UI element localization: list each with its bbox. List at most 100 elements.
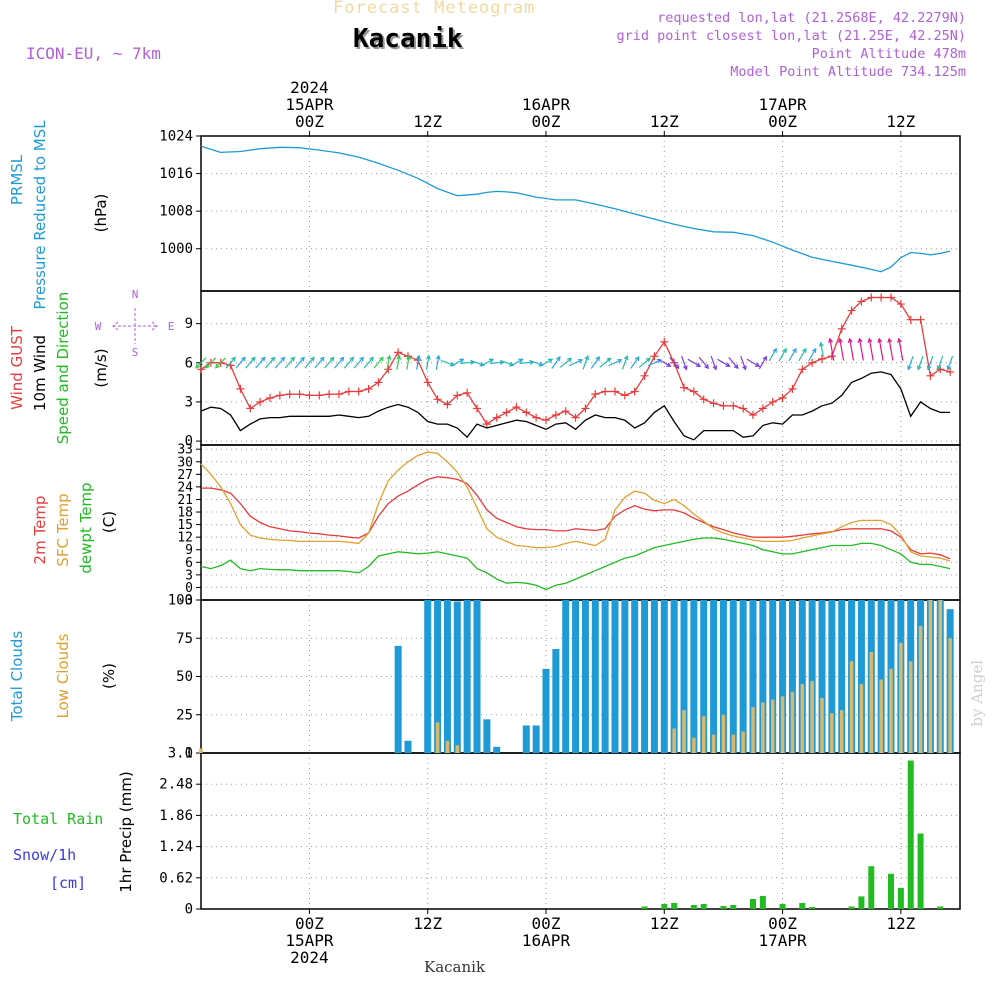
wind-arrow	[681, 355, 687, 370]
bottom-time-label: 12Z	[886, 914, 915, 933]
wind-arrow	[768, 348, 777, 362]
precip-bar-total-rain	[750, 898, 756, 909]
wind-ytick-label: 9	[185, 316, 193, 332]
wind-arrow	[284, 357, 295, 369]
temperature-ytick-label: 21	[177, 493, 193, 508]
clouds-bar-total-clouds	[591, 600, 599, 753]
header-top-title: Forecast Meteogram	[333, 0, 536, 18]
wind-arrow-head	[359, 356, 365, 362]
wind-arrow-head	[205, 363, 210, 369]
wind-arrow	[343, 357, 354, 369]
clouds-label-total: Total Clouds	[8, 631, 26, 723]
clouds-bar-low-clouds	[761, 702, 765, 753]
temperature-ytick-label: -3	[177, 594, 193, 609]
wind-arrow-head	[946, 365, 952, 371]
bottom-time-label: 15APR	[285, 931, 334, 950]
clouds-bar-low-clouds	[849, 661, 854, 753]
wind-arrow-head	[742, 365, 747, 371]
pressure-panel: 1000 1008 1016 1024	[159, 129, 961, 292]
wind-panel: 0 3 6 9	[185, 290, 961, 450]
wind-gust-point	[867, 293, 876, 302]
clouds-bar-total-clouds	[621, 600, 629, 753]
wind-gust-point	[778, 394, 787, 403]
wind-arrow	[917, 355, 924, 370]
wind-arrow-head	[782, 347, 787, 353]
wind-arrow	[373, 357, 384, 369]
pressure-frame	[200, 135, 961, 292]
wind-arrow-head	[416, 354, 421, 360]
wind-arrow	[590, 356, 600, 369]
temp-sfc-line	[200, 451, 951, 562]
wind-arrow	[758, 356, 767, 370]
wind-arrow-head	[837, 337, 843, 343]
clouds-bar-total-clouds	[493, 746, 501, 753]
wind-arrow-head	[634, 356, 640, 362]
wind-gust-point	[256, 397, 265, 406]
wind-arrow-head	[907, 365, 912, 371]
temp-label-dewpt: dewpt Temp	[77, 482, 95, 573]
wind-arrow	[416, 355, 420, 370]
compass-s: S	[132, 346, 139, 359]
clouds-bar-low-clouds	[810, 681, 814, 753]
precip-ytick-label: 0.62	[159, 870, 193, 886]
wind-gust-point	[246, 404, 255, 413]
wind-arrow-head	[762, 355, 767, 361]
clouds-bar-total-clouds	[818, 600, 826, 753]
bottom-time-label: 12Z	[413, 914, 442, 933]
wind-arrow-head	[712, 365, 718, 371]
wind-gust-point	[896, 300, 905, 309]
wind-arrow	[947, 355, 954, 370]
top-time-label: 12Z	[886, 112, 915, 131]
wind-gust-point	[364, 384, 373, 393]
wind-arrow	[480, 358, 494, 367]
wind-arrow	[499, 359, 514, 366]
wind-arrow-head	[250, 356, 256, 362]
wind-arrow	[205, 357, 217, 369]
pressure-line	[200, 145, 951, 273]
wind-arrow	[669, 357, 680, 369]
precip-bar-total-rain	[661, 903, 668, 909]
info-line-2: grid point closest lon,lat (21.25E, 42.2…	[616, 28, 967, 44]
clouds-bar-low-clouds	[780, 696, 785, 753]
wind-arrow-head	[595, 356, 601, 362]
clouds-bar-low-clouds	[820, 697, 824, 753]
wind-gust-point	[404, 352, 412, 361]
wind-gust-point	[719, 401, 728, 410]
clouds-ytick-label: 50	[176, 669, 193, 685]
wind-arrow	[396, 355, 400, 370]
wind-arrow	[559, 357, 572, 368]
wind-gust-point	[699, 395, 708, 404]
wind-gust-point	[394, 348, 403, 357]
wind-arrow	[440, 359, 455, 366]
wind-arrow-head	[916, 365, 922, 371]
wind-arrow-head	[309, 356, 315, 362]
wind-arrow	[647, 359, 662, 367]
wind-arrow	[225, 357, 236, 369]
clouds-bar-low-clouds	[889, 668, 893, 753]
wind-gust-point	[788, 384, 797, 393]
precip-bar-total-rain	[690, 904, 697, 909]
temp-label-unit: (C)	[100, 511, 118, 533]
wind-arrow	[839, 338, 845, 361]
precip-label-snow: Snow/1h	[13, 846, 76, 864]
clouds-bar-total-clouds	[729, 600, 737, 753]
wind-arrow-head	[319, 356, 325, 362]
wind-gust-point	[827, 352, 836, 361]
pressure-label-prmsl: PRMSL	[8, 154, 26, 205]
clouds-bar-total-clouds	[552, 648, 560, 753]
wind-arrow-head	[792, 347, 797, 353]
bottom-time-label: 00Z	[768, 914, 797, 933]
clouds-bar-total-clouds	[690, 600, 698, 753]
wind-arrow-head	[577, 358, 584, 364]
clouds-bar-total-clouds	[857, 600, 865, 753]
wind-arrow	[406, 355, 410, 370]
compass-n: N	[132, 288, 139, 301]
info-line-4: Model Point Altitude 734.125m	[730, 64, 966, 80]
wind-arrow	[717, 358, 730, 367]
wind-arrow-head	[270, 356, 276, 362]
precip-bar-total-rain	[858, 896, 865, 909]
clouds-bar-total-clouds	[739, 600, 747, 753]
clouds-bar-total-clouds	[601, 600, 609, 753]
wind-gust-point	[837, 324, 846, 333]
